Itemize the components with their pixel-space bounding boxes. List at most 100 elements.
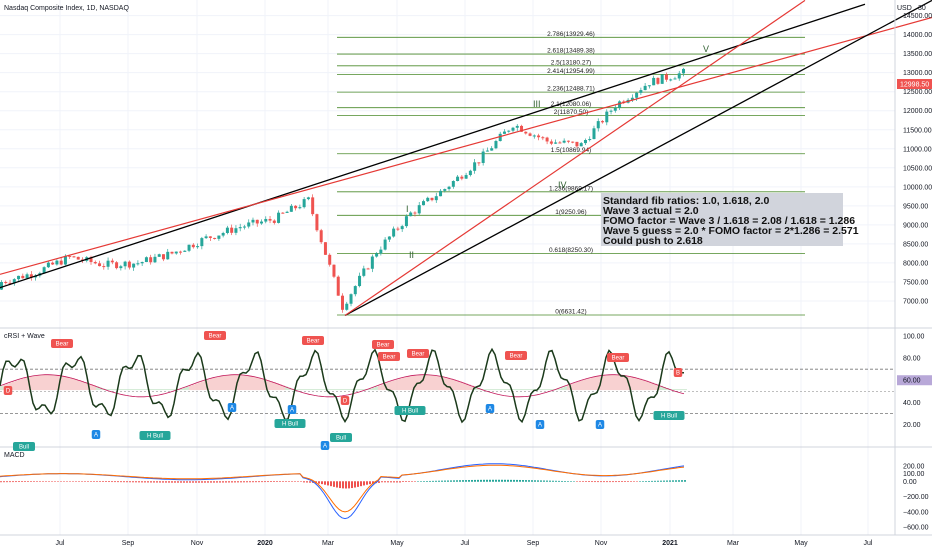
candle-body	[673, 78, 677, 80]
rsi-band	[276, 383, 279, 391]
rsi-band	[300, 389, 303, 391]
rsi-badge-label: Bull	[336, 436, 346, 442]
candle-body	[200, 238, 204, 247]
note-line: Wave 5 guess = 2.0 * FOMO factor = 2*1.2…	[603, 225, 859, 237]
macd-histogram-bar	[429, 480, 431, 482]
macd-histogram-bar	[186, 481, 188, 483]
macd-histogram-bar	[618, 481, 620, 483]
macd-histogram-bar	[231, 481, 233, 483]
rsi-band	[507, 389, 510, 391]
time-axis[interactable]: Jul Sep Nov 2020 Mar May Jul Sep Nov 2021 Mar May Ju…	[56, 540, 873, 547]
rsi-band	[525, 389, 528, 391]
rsi-band	[597, 376, 600, 391]
macd-histogram-bar	[588, 481, 590, 482]
candle-body	[349, 294, 353, 304]
fib-level-label: 0(6631.42)	[555, 308, 586, 315]
rsi-band	[309, 389, 312, 391]
rsi-band	[399, 378, 402, 391]
macd-histogram-bar	[447, 480, 449, 482]
macd-histogram-bar	[459, 480, 461, 482]
macd-histogram-bar	[456, 480, 458, 482]
rsi-badge	[13, 442, 35, 451]
rsi-band	[357, 389, 360, 391]
macd-histogram-bar	[9, 481, 11, 483]
rsi-band	[582, 379, 585, 391]
rsi-tick-label: 80.00	[903, 356, 921, 363]
candle-body	[494, 141, 498, 149]
candle-body	[520, 125, 524, 132]
rsi-band	[234, 374, 237, 391]
rsi-band	[57, 375, 60, 391]
price-tick-label: 9000.00	[903, 222, 928, 229]
rsi-badge	[653, 411, 685, 420]
rsi-band	[441, 376, 444, 391]
rsi-band	[315, 389, 318, 391]
candle-body	[404, 216, 408, 227]
rsi-badge-label: A	[488, 407, 492, 413]
candle-body	[72, 256, 76, 258]
price-tick-label: 14000.00	[903, 32, 932, 39]
rsi-band	[252, 376, 255, 391]
candle-body	[528, 133, 532, 136]
rsi-badge	[302, 336, 324, 345]
macd-histogram-bar	[150, 481, 152, 483]
macd-histogram-bar	[309, 481, 311, 483]
macd-histogram-bar	[39, 481, 41, 482]
candle-body	[204, 236, 208, 239]
candle-body	[68, 255, 72, 257]
rsi-band	[546, 389, 549, 391]
candle-body	[247, 222, 251, 227]
macd-histogram-bar	[597, 481, 599, 483]
macd-histogram-bar	[666, 480, 668, 482]
rsi-band	[438, 375, 441, 391]
macd-histogram-bar	[477, 479, 479, 482]
macd-histogram-bar	[12, 481, 14, 483]
macd-tick-label: −400.00	[903, 509, 929, 516]
rsi-band	[111, 389, 114, 391]
candle-body	[294, 205, 298, 209]
trendlines[interactable]	[0, 0, 932, 317]
macd-histogram-bar	[450, 480, 452, 482]
rsi-band	[216, 376, 219, 391]
rsi-badge-label: H Bull	[282, 422, 298, 428]
rsi-badge-label: A	[290, 408, 294, 414]
macd-histogram-bar	[216, 481, 218, 483]
fib-level-label: 2.786(13929.46)	[547, 31, 595, 38]
macd-histogram-bar	[627, 481, 629, 482]
candle-body	[225, 227, 229, 233]
macd-histogram-bar	[411, 481, 413, 482]
macd-histogram-bar	[204, 481, 206, 483]
candle-body	[439, 190, 443, 197]
time-tick-label: 2021	[662, 540, 678, 547]
rsi-band	[555, 389, 558, 391]
macd-histogram-bar	[543, 480, 545, 482]
candle-body	[289, 205, 293, 212]
price-axis[interactable]: 14500.00 14000.00 13500.00 13000.00 12500.00…	[903, 13, 932, 305]
rsi-band	[561, 387, 564, 391]
time-tick-label: Sep	[527, 540, 540, 547]
candle-body	[630, 97, 634, 100]
rsi-band	[321, 389, 324, 391]
rsi-band	[363, 389, 366, 391]
macd-histogram-bar	[147, 481, 149, 483]
rsi-band	[348, 389, 351, 391]
macd-histogram-bar	[498, 479, 500, 482]
price-tick-label: 11000.00	[903, 146, 932, 153]
macd-histogram-bar	[264, 481, 266, 483]
rsi-band	[630, 376, 633, 391]
macd-histogram-bar	[624, 481, 626, 482]
rsi-band	[237, 374, 240, 391]
rsi-band	[150, 389, 153, 391]
macd-histogram-bar	[210, 481, 212, 483]
macd-histogram-bar	[474, 479, 476, 482]
macd-histogram-bar	[354, 481, 356, 488]
candle-body	[643, 85, 647, 91]
rsi-band	[432, 375, 435, 391]
macd-histogram-bar	[675, 480, 677, 482]
candle-body	[123, 261, 127, 267]
macd-histogram-bar	[393, 481, 395, 483]
rsi-badge-label: Bear	[510, 354, 523, 360]
note-box[interactable]: Standard fib ratios: 1.0, 1.618, 2.0 Wav…	[601, 193, 859, 247]
rsi-band	[39, 375, 42, 391]
